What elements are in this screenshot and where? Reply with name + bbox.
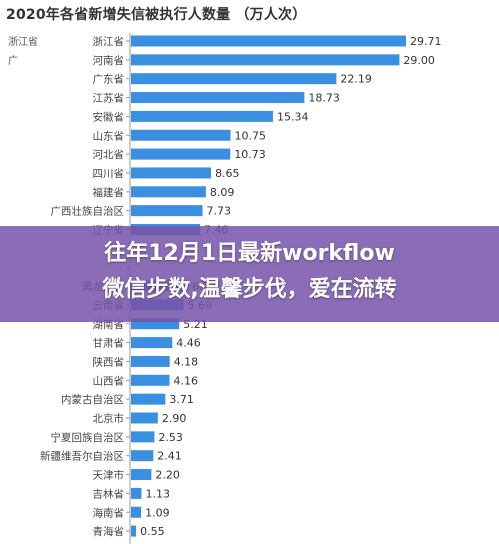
- bar: [131, 73, 337, 85]
- category-label: 河南省: [93, 54, 125, 67]
- value-label: 10.73: [234, 148, 266, 161]
- category-label: 浙江省: [93, 35, 125, 48]
- value-label: 22.19: [340, 73, 372, 86]
- value-label: 2.53: [158, 431, 183, 444]
- caption-text: 往年12月1日最新workflow 微信步数,温馨步伐，爱在流转: [0, 236, 499, 308]
- value-label: 18.73: [308, 92, 340, 105]
- bar: [131, 450, 154, 462]
- category-label: 甘肃省: [93, 337, 125, 350]
- value-label: 29.71: [410, 35, 442, 48]
- category-label: 吉林省: [93, 487, 125, 500]
- bar: [131, 129, 231, 141]
- bar: [131, 525, 137, 537]
- value-label: 4.16: [174, 374, 199, 387]
- value-label: 4.46: [176, 337, 201, 350]
- category-label: 北京市: [93, 412, 125, 425]
- bar: [131, 337, 173, 349]
- bar: [131, 487, 142, 499]
- chart-title: 2020年各省新增失信被执行人数量 （万人次）: [6, 7, 307, 23]
- category-label: 新疆维吾尔自治区: [40, 450, 124, 463]
- caption-line-1: 往年12月1日最新workflow: [104, 241, 395, 266]
- bar: [131, 35, 406, 47]
- category-label: 江苏省: [93, 92, 125, 105]
- caption-banner: [0, 226, 499, 322]
- value-label: 10.75: [235, 129, 267, 142]
- category-label: 宁夏回族自治区: [51, 431, 125, 444]
- category-label: 山西省: [93, 374, 125, 387]
- bar: [131, 92, 305, 104]
- bar: [131, 355, 170, 367]
- category-label: 山东省: [93, 129, 125, 142]
- value-label: 29.00: [403, 54, 435, 67]
- side-label: 浙江省: [8, 35, 38, 48]
- value-label: 2.90: [162, 412, 187, 425]
- value-label: 2.20: [155, 469, 180, 482]
- bar: [131, 469, 152, 481]
- bar: [131, 167, 212, 179]
- bar: [131, 374, 170, 386]
- value-label: 2.41: [157, 450, 182, 463]
- category-label: 安徽省: [93, 110, 125, 123]
- category-label: 四川省: [93, 167, 125, 180]
- category-label: 广西壮族自治区: [51, 205, 125, 218]
- bar: [131, 54, 400, 66]
- value-label: 4.18: [174, 355, 199, 368]
- value-label: 3.71: [169, 393, 194, 406]
- category-label: 陕西省: [93, 355, 125, 368]
- category-label: 河北省: [93, 148, 125, 161]
- category-label: 海南省: [93, 506, 125, 519]
- side-label: 广: [8, 55, 18, 67]
- value-label: 8.09: [210, 186, 235, 199]
- bar: [131, 318, 180, 330]
- value-label: 1.13: [145, 487, 170, 500]
- value-label: 0.55: [140, 525, 165, 538]
- category-label: 天津市: [93, 469, 125, 482]
- category-label: 内蒙古自治区: [61, 393, 124, 406]
- bar: [131, 205, 203, 217]
- bar: [131, 148, 231, 160]
- category-label: 青海省: [93, 525, 125, 538]
- value-label: 7.73: [207, 205, 232, 218]
- category-label: 广东省: [93, 73, 125, 86]
- bar: [131, 431, 155, 443]
- category-label: 福建省: [93, 186, 125, 199]
- value-label: 15.34: [277, 110, 309, 123]
- bar: [131, 393, 166, 405]
- bar: [131, 186, 206, 198]
- bar: [131, 506, 142, 518]
- value-label: 8.65: [215, 167, 240, 180]
- caption-line-2: 微信步数,温馨步伐，爱在流转: [102, 277, 397, 302]
- value-label: 1.09: [145, 506, 170, 519]
- bar: [131, 110, 273, 122]
- bar: [131, 412, 158, 424]
